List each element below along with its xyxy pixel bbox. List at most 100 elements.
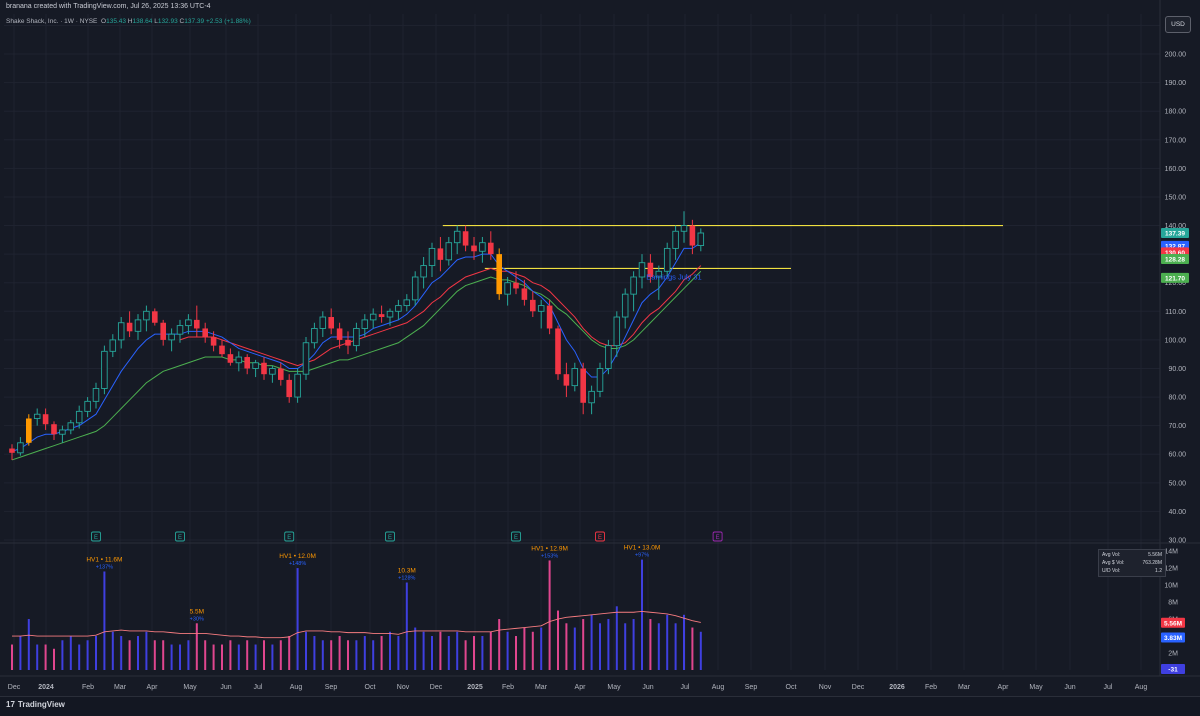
volume-bar [615, 606, 618, 670]
time-tick-label: Feb [82, 684, 94, 691]
tv-logo-text: TradingView [17, 700, 65, 709]
candle-body [555, 328, 561, 375]
candle-body [101, 350, 108, 389]
attribution-text: branana created with TradingView.com, Ju… [6, 3, 211, 10]
candle-body [160, 322, 166, 340]
chart-background [0, 0, 1200, 696]
volume-bar [531, 631, 534, 670]
price-axis-badge-text: 130.60 [1165, 250, 1185, 257]
volume-bar [414, 627, 417, 670]
ohlc-low: 132.93 [157, 18, 178, 25]
time-tick-label: 2024 [38, 684, 54, 691]
candle-body [580, 368, 586, 403]
volume-tick-label: 14M [1164, 549, 1178, 556]
volume-axis-badge-text: -31 [1168, 667, 1178, 674]
volume-bar [305, 631, 307, 670]
volume-tick-label: 12M [1164, 566, 1178, 573]
volume-bar [229, 640, 232, 670]
time-tick-label: Dec [430, 684, 443, 691]
volume-bar [456, 631, 459, 670]
candle-body [647, 262, 654, 277]
footer-bar [0, 696, 1200, 716]
price-tick-label: 80.00 [1168, 395, 1186, 402]
volume-bar [36, 644, 39, 670]
volume-bar [447, 636, 450, 670]
volume-bar [204, 640, 207, 670]
time-tick-label: May [183, 684, 197, 691]
volume-bar [506, 631, 509, 670]
candle-body [462, 231, 469, 246]
price-tick-label: 140.00 [1165, 223, 1187, 230]
volume-bar [422, 631, 425, 670]
candle-body [51, 424, 57, 435]
earnings-marker-icon [91, 531, 101, 542]
price-tick-label: 110.00 [1165, 309, 1186, 316]
candle-body [395, 305, 402, 312]
volume-bar [582, 619, 585, 670]
volume-bar [111, 631, 114, 670]
earnings-marker-label: E [716, 535, 720, 541]
price-axis-badge [1161, 272, 1189, 283]
candle-body [126, 322, 133, 332]
volume-bar [103, 571, 106, 670]
volume-callout-title: HV1 • 12.0M [279, 553, 316, 560]
symbol-legend: Shake Shack, Inc. · 1W · NYSE O135.43 H1… [6, 18, 251, 25]
candle-body [336, 328, 343, 340]
volume-bar [296, 568, 299, 670]
volume-bar [473, 636, 475, 670]
candle-body [521, 288, 528, 300]
candle-body [109, 339, 117, 352]
volume-bar [523, 627, 526, 670]
volume-bar [489, 631, 492, 670]
candle-body [471, 245, 477, 252]
candle-body [227, 354, 234, 363]
volume-bar [61, 640, 64, 670]
volume-bar [263, 640, 265, 670]
stat-label: Avg $ Vol: [1102, 560, 1125, 566]
time-tick-label: May [607, 684, 621, 691]
time-tick-label: 2026 [889, 684, 905, 691]
volume-axis-badge [1161, 664, 1185, 674]
volume-stats-box: Avg Vol: 5.56M Avg $ Vol: 763.28M U/D Vol:… [1098, 549, 1166, 577]
time-tick-label: Jul [1104, 684, 1113, 691]
volume-bar [187, 640, 190, 670]
candle-body [294, 373, 301, 398]
tradingview-logo[interactable]: 17 TradingView [6, 700, 68, 709]
candle-body [504, 282, 511, 295]
tv-logo-icon: 17 [6, 700, 15, 709]
currency-button[interactable]: USD [1165, 16, 1191, 33]
candle-body [202, 328, 208, 338]
volume-average-line [12, 610, 701, 639]
volume-callout-pct: +97% [635, 553, 649, 559]
volume-bar [53, 648, 55, 670]
candle-body [672, 230, 679, 249]
candle-body [152, 311, 158, 323]
volume-bar [86, 640, 89, 670]
volume-callout-title: 5.5M [190, 608, 204, 615]
volume-callout-title: HV1 • 11.6M [86, 556, 122, 563]
candle-body [680, 225, 688, 232]
stat-value: 5.56M [1148, 552, 1162, 558]
candle-body [420, 265, 427, 278]
volume-bar [540, 627, 543, 670]
volume-bar [649, 619, 652, 670]
volume-bar [145, 631, 148, 670]
candle-body [311, 328, 318, 344]
time-tick-label: Dec [8, 684, 21, 691]
time-tick-label: Jul [681, 684, 690, 691]
volume-bar [44, 644, 47, 670]
candle-body [496, 254, 502, 295]
volume-axis-badge-text: 5.56M [1164, 620, 1182, 627]
ohlc-close: 137.39 [184, 18, 205, 25]
volume-bar [599, 623, 601, 670]
candle-body [9, 448, 15, 453]
volume-bar [288, 636, 291, 670]
earnings-marker-label: E [94, 535, 98, 541]
volume-bar [590, 614, 593, 670]
time-tick-label: Oct [786, 684, 797, 691]
candle-body [42, 414, 49, 425]
price-tick-label: 70.00 [1168, 423, 1186, 430]
volume-bar [69, 636, 72, 670]
candle-body [185, 319, 192, 327]
